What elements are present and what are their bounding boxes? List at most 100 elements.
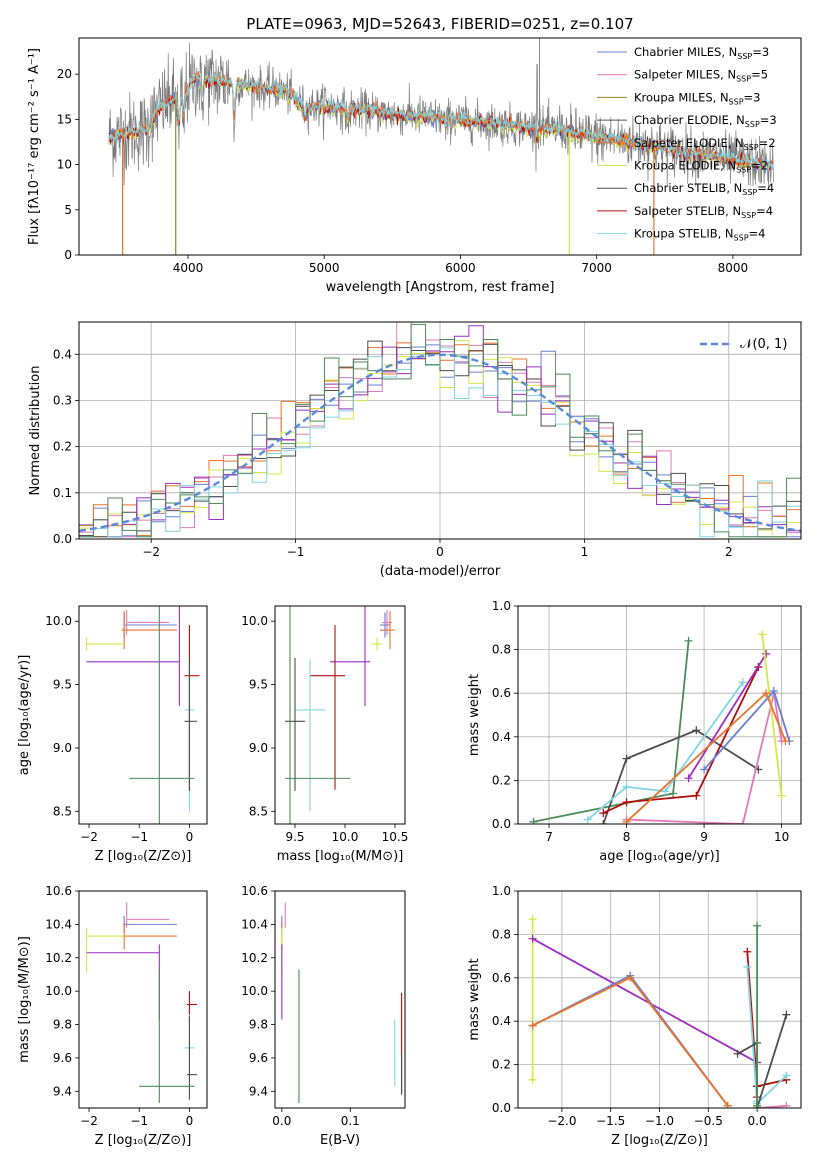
x-tick-label: 9.5: [285, 830, 304, 844]
weight-marker: [684, 636, 693, 645]
x-tick-label: −2: [80, 1114, 98, 1128]
weight-marker: [782, 1071, 791, 1080]
weight-line: [761, 634, 783, 796]
panel-z_weight: −2.0 −1.5 −1.0 −0.5 0.0 0.0 0.2 0.4 0.6 0.8 1.0 Z […: [467, 884, 802, 1148]
error-point: [285, 606, 350, 824]
y-tick-label: 0.0: [492, 1101, 511, 1115]
error-point: [85, 637, 125, 651]
x-tick-label: −0.5: [694, 1114, 723, 1128]
normal-curve: [79, 353, 801, 533]
plot-area-mass_age: [285, 606, 395, 824]
error-point: [330, 606, 370, 707]
weight-line: [532, 937, 758, 1064]
y-axis-label: Normed distribution: [28, 366, 43, 496]
x-tick-label: −1: [287, 545, 305, 559]
y-tick-label: 9.5: [53, 678, 72, 692]
weight-line: [737, 1014, 788, 1108]
weight-marker: [599, 809, 608, 818]
x-tick-label: 8000: [718, 261, 749, 275]
y-tick-label: 10.4: [241, 917, 268, 931]
y-tick-label: 0.3: [53, 393, 72, 407]
panel-z_age: −2 −1 0 8.5 9.0 9.5 10.0 Z [log₁₀(Z/Z⊙)] age [lo…: [17, 605, 208, 864]
y-tick-label: 9.4: [53, 1084, 72, 1098]
error-point: [123, 916, 177, 933]
y-tick-label: 10.6: [241, 884, 268, 898]
weight-marker: [622, 754, 631, 763]
y-tick-label: 0.4: [53, 347, 72, 361]
error-point: [126, 609, 170, 636]
error-point: [139, 969, 195, 1103]
axes-frame: [78, 890, 208, 1109]
y-tick-label: 10.0: [45, 984, 72, 998]
x-axis-label: (data-model)/error: [380, 564, 501, 579]
error-point: [121, 922, 177, 950]
legend-label: Chabrier ELODIE, NSSP=3: [634, 113, 777, 129]
legend-label: Salpeter STELIB, NSSP=4: [634, 204, 773, 220]
y-tick-label: 0.4: [492, 1014, 511, 1028]
legend-label: 𝒩(0, 1): [740, 337, 787, 352]
weight-line: [746, 966, 788, 1106]
plot-area-ebv_mass: [281, 902, 403, 1103]
x-tick-label: −2.0: [547, 1114, 576, 1128]
y-tick-label: 0.0: [492, 817, 511, 831]
plot-area-z_mass: [85, 902, 197, 1103]
weight-marker: [723, 1101, 732, 1108]
panel-z_mass: −2 −1 0 9.4 9.6 9.8 10.0 10.2 10.4 10.6 Z [log₁₀(Z…: [17, 884, 208, 1148]
y-tick-label: 9.8: [53, 1018, 72, 1032]
y-tick-label: 10.0: [241, 984, 268, 998]
x-tick-label: 5000: [309, 261, 340, 275]
y-tick-label: 0.0: [53, 532, 72, 546]
weight-marker: [622, 782, 631, 791]
weight-marker: [743, 962, 752, 971]
weight-marker: [762, 689, 771, 698]
error-point: [372, 637, 382, 651]
error-point: [380, 611, 395, 650]
x-tick-label: −2: [142, 545, 160, 559]
weight-line: [602, 729, 759, 824]
weight-marker: [777, 791, 786, 800]
y-tick-label: 10.6: [45, 884, 72, 898]
y-tick-label: 0: [64, 248, 72, 262]
panel-residuals: −2 −1 0 1 2 0.0 0.1 0.2 0.3 0.4 (data-model)/error…: [28, 321, 802, 579]
legend-label: Kroupa STELIB, NSSP=4: [634, 227, 765, 243]
legend-label: Salpeter ELODIE, NSSP=2: [634, 136, 776, 152]
y-tick-label: 9.6: [249, 1051, 268, 1065]
y-tick-label: 9.0: [249, 741, 268, 755]
plot-area-residuals: [79, 322, 801, 539]
axes-frame: [517, 890, 802, 1109]
weight-marker: [528, 915, 537, 924]
weight-marker: [661, 787, 670, 796]
x-axis-label: mass [log₁₀(M/M⊙)]: [277, 849, 404, 864]
axes-frame: [274, 890, 406, 1109]
x-tick-label: 4000: [173, 261, 204, 275]
y-axis-label: mass weight: [467, 958, 482, 1040]
y-tick-label: 9.4: [249, 1084, 268, 1098]
error-point: [85, 927, 125, 973]
legend-spectrum: Chabrier MILES, NSSP=3 Salpeter MILES, NS…: [597, 45, 777, 243]
weight-line: [687, 653, 767, 779]
weight-line: [587, 681, 744, 821]
weight-marker: [528, 1021, 537, 1030]
x-tick-label: 6000: [445, 261, 476, 275]
x-tick-label: 7: [545, 830, 553, 844]
x-axis-label: E(B-V): [320, 1133, 360, 1148]
weight-marker: [743, 947, 752, 956]
legend-label: Chabrier STELIB, NSSP=4: [634, 181, 774, 197]
error-point: [380, 612, 390, 638]
plot-area-z_age: [85, 606, 200, 824]
error-point: [310, 625, 345, 790]
weight-marker: [782, 1101, 791, 1108]
plot-area-spectrum: [108, 38, 774, 255]
legend-residuals: 𝒩(0, 1): [700, 337, 787, 352]
weight-marker: [769, 687, 778, 696]
y-tick-label: 10: [57, 158, 72, 172]
x-tick-label: 0.0: [748, 1114, 767, 1128]
y-axis-label: Flux [fλ10⁻¹⁷ erg cm⁻² s⁻¹ A⁻¹]: [27, 48, 42, 245]
weight-marker: [753, 921, 762, 930]
panel-age_weight: 7 8 9 10 0.0 0.2 0.4 0.6 0.8 1.0 age [log₁₀(age/yr…: [467, 599, 802, 864]
weight-marker: [669, 789, 678, 798]
x-tick-label: 1: [581, 545, 589, 559]
plot-area-z_weight: [518, 891, 801, 1108]
error-point: [295, 659, 325, 812]
